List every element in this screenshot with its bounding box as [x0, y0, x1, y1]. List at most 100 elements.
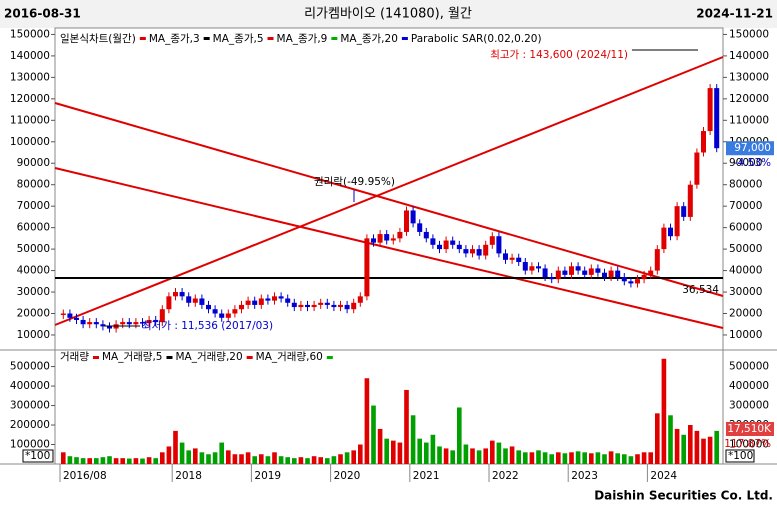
y-tick-label: 80000 — [729, 179, 762, 191]
candle — [575, 266, 581, 271]
candle — [436, 244, 443, 250]
y-tick-label: 130000 — [10, 71, 50, 83]
candle — [87, 322, 93, 325]
volume-bar — [206, 454, 211, 464]
candle — [463, 249, 469, 254]
volume-bar — [126, 458, 132, 464]
volume-bar — [443, 448, 449, 464]
volume-bar — [555, 452, 561, 464]
candle — [120, 322, 126, 325]
volume-bar — [232, 454, 238, 464]
candle — [595, 268, 601, 273]
last-volume-box — [726, 422, 774, 436]
candle — [469, 249, 476, 254]
y-tick-label: 30000 — [17, 286, 50, 298]
scale-note: *100 — [728, 450, 753, 462]
reference-label: 36,534 — [682, 284, 719, 296]
candle — [192, 298, 198, 303]
volume-bar — [192, 448, 198, 464]
candle — [423, 231, 429, 239]
legend-label: MA_종가,3 — [149, 33, 200, 45]
volume-bar — [364, 378, 370, 464]
volume-bar — [496, 442, 502, 464]
y-tick-label: 60000 — [729, 222, 762, 234]
end-date: 2024-11-21 — [696, 7, 773, 21]
volume-bar — [509, 446, 515, 464]
volume-bar — [252, 456, 258, 464]
candle — [443, 240, 449, 250]
y2-tick-label: 300000 — [729, 400, 769, 412]
volume-bar — [272, 452, 277, 464]
volume-bar — [522, 452, 528, 464]
volume-bar — [74, 457, 79, 464]
candle — [529, 266, 535, 271]
candle — [212, 309, 218, 314]
x-tick-label: 2023 — [571, 470, 598, 482]
change-label: -4.53% — [734, 157, 771, 169]
candle — [483, 244, 489, 256]
legend-swatch — [246, 356, 253, 359]
y-tick-label: 110000 — [729, 114, 769, 126]
x-tick-label: 2018 — [175, 470, 202, 482]
volume-bar — [687, 425, 693, 464]
y-tick-label: 120000 — [10, 93, 50, 105]
volume-bar — [179, 442, 185, 464]
volume-bar — [397, 442, 403, 464]
volume-bar — [694, 430, 700, 464]
candle — [450, 240, 456, 245]
candle — [219, 313, 225, 318]
volume-bar — [476, 450, 482, 464]
candle — [621, 277, 627, 282]
candle — [417, 223, 423, 232]
candle — [410, 210, 416, 224]
candle — [608, 270, 614, 278]
trend-line — [54, 102, 724, 297]
trend-line — [54, 167, 724, 329]
candle — [714, 88, 720, 149]
candle — [265, 298, 271, 301]
legend-swatch — [166, 356, 173, 359]
candle — [456, 244, 462, 250]
y-tick-label: 10000 — [17, 329, 50, 341]
volume-bar — [377, 428, 383, 464]
volume-bar — [516, 450, 522, 464]
volume-bar — [93, 458, 99, 464]
candle — [232, 309, 238, 314]
candle — [291, 302, 297, 308]
volume-bar — [219, 442, 225, 464]
volume-bar — [331, 456, 337, 464]
candle — [344, 304, 350, 310]
volume-bar — [146, 457, 152, 464]
volume-bar — [404, 389, 409, 464]
candle — [60, 313, 66, 316]
volume-bar — [357, 444, 363, 464]
candle — [681, 206, 687, 217]
candle — [588, 268, 594, 275]
legend-label: 거래량 — [60, 351, 89, 363]
volume-bar — [186, 450, 192, 464]
volume-bar — [608, 451, 614, 464]
volume-bar — [450, 450, 456, 464]
candle — [311, 304, 317, 308]
candle — [298, 304, 304, 308]
volume-bar — [305, 458, 310, 464]
candle — [179, 292, 185, 297]
x-tick-label: 2022 — [492, 470, 519, 482]
candle — [628, 281, 634, 284]
volume-bar — [542, 452, 548, 464]
candle — [674, 206, 680, 237]
y-tick-label: 150000 — [729, 28, 769, 40]
legend-swatch — [326, 356, 333, 359]
y2-tick-label: 100000 — [729, 439, 769, 451]
volume-bar — [318, 457, 324, 464]
y-tick-label: 10000 — [729, 329, 762, 341]
x-tick-label: 2024 — [650, 470, 677, 482]
candle — [661, 227, 667, 250]
volume-bar — [80, 458, 86, 464]
volume-bar — [225, 450, 231, 464]
volume-bar — [654, 413, 660, 464]
candle — [337, 304, 344, 308]
volume-bar — [324, 458, 330, 464]
chart-title: 리가켐바이오 (141080), 월간 — [304, 7, 472, 22]
